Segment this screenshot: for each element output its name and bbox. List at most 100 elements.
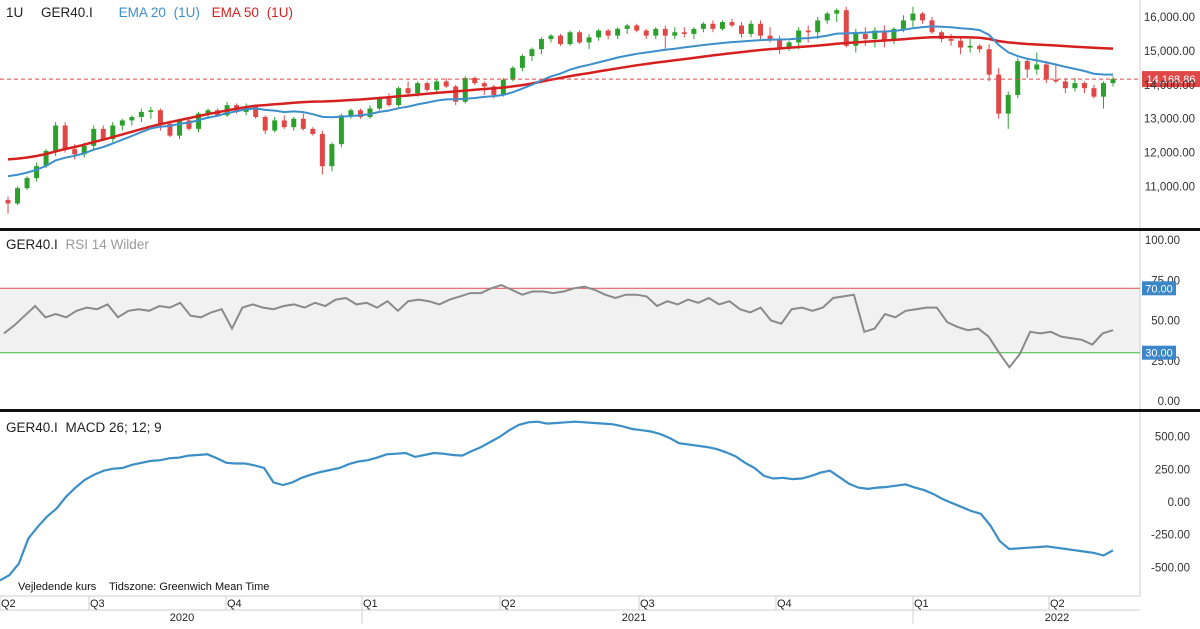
- candle[interactable]: [910, 6, 916, 28]
- ema20-param[interactable]: (1U): [173, 5, 200, 20]
- candle[interactable]: [110, 122, 116, 143]
- candle[interactable]: [443, 78, 449, 89]
- candle[interactable]: [748, 20, 754, 38]
- candle[interactable]: [834, 8, 840, 23]
- candle[interactable]: [529, 47, 535, 62]
- candle[interactable]: [634, 23, 640, 33]
- candle[interactable]: [653, 27, 659, 40]
- candle[interactable]: [815, 17, 821, 40]
- candle[interactable]: [34, 162, 40, 182]
- candle[interactable]: [881, 25, 887, 48]
- candle[interactable]: [605, 28, 611, 40]
- candle[interactable]: [357, 108, 363, 119]
- candle[interactable]: [615, 27, 621, 40]
- candle[interactable]: [1100, 81, 1106, 109]
- candle[interactable]: [338, 113, 344, 148]
- candle[interactable]: [719, 20, 725, 31]
- candle[interactable]: [1005, 91, 1011, 129]
- candle[interactable]: [624, 23, 630, 34]
- candle[interactable]: [548, 33, 554, 43]
- candle[interactable]: [919, 11, 925, 24]
- candle[interactable]: [119, 118, 125, 131]
- candle[interactable]: [558, 33, 563, 46]
- candle[interactable]: [281, 115, 287, 129]
- ema50-line[interactable]: [7, 35, 1114, 161]
- candle[interactable]: [1081, 81, 1087, 94]
- candle[interactable]: [329, 142, 335, 172]
- candle[interactable]: [710, 20, 716, 33]
- candle[interactable]: [519, 54, 525, 72]
- candle[interactable]: [738, 22, 744, 38]
- candle[interactable]: [129, 115, 135, 126]
- rsi-study-label[interactable]: RSI 14 Wilder: [65, 237, 149, 252]
- rsi-line[interactable]: [3, 284, 1114, 369]
- rsi-symbol-label[interactable]: GER40.I: [6, 237, 58, 252]
- macd-symbol-label[interactable]: GER40.I: [6, 420, 58, 435]
- candle[interactable]: [1091, 84, 1097, 99]
- candle[interactable]: [986, 44, 992, 82]
- candle[interactable]: [300, 113, 306, 131]
- candle[interactable]: [310, 127, 316, 136]
- candle[interactable]: [843, 6, 849, 48]
- candle[interactable]: [786, 40, 792, 51]
- ema50-label[interactable]: EMA 50: [211, 5, 259, 20]
- candle[interactable]: [1062, 78, 1068, 94]
- candle[interactable]: [996, 67, 1002, 119]
- candle[interactable]: [872, 27, 878, 48]
- candle[interactable]: [1034, 52, 1040, 75]
- candle[interactable]: [596, 28, 602, 41]
- candle[interactable]: [577, 30, 583, 45]
- candle[interactable]: [662, 25, 668, 50]
- candle[interactable]: [643, 28, 649, 40]
- candle[interactable]: [805, 25, 811, 43]
- candle[interactable]: [262, 115, 268, 134]
- candle[interactable]: [291, 117, 297, 131]
- candle[interactable]: [758, 20, 764, 40]
- candle[interactable]: [5, 196, 11, 214]
- candle[interactable]: [958, 37, 964, 55]
- macd-line[interactable]: [0, 420, 1114, 582]
- candle[interactable]: [967, 39, 973, 53]
- candle[interactable]: [424, 81, 430, 92]
- candle[interactable]: [729, 18, 735, 28]
- candle[interactable]: [538, 37, 544, 55]
- ema20-line[interactable]: [7, 25, 1114, 178]
- symbol-label[interactable]: GER40.I: [41, 5, 93, 20]
- candle[interactable]: [434, 79, 440, 92]
- candle[interactable]: [367, 105, 373, 119]
- interval-label[interactable]: 1U: [6, 5, 24, 20]
- ema20-label[interactable]: EMA 20: [118, 5, 166, 20]
- candle[interactable]: [24, 176, 30, 190]
- candle[interactable]: [405, 81, 411, 95]
- candle[interactable]: [567, 30, 573, 46]
- candle[interactable]: [681, 27, 687, 38]
- candle[interactable]: [672, 27, 678, 40]
- candle[interactable]: [453, 84, 459, 106]
- candle[interactable]: [272, 117, 278, 133]
- candle[interactable]: [100, 125, 106, 141]
- candle[interactable]: [1015, 57, 1021, 99]
- candle[interactable]: [977, 44, 983, 53]
- candle[interactable]: [319, 130, 325, 175]
- candle[interactable]: [138, 108, 144, 123]
- candle[interactable]: [691, 27, 697, 40]
- candle[interactable]: [1024, 57, 1030, 79]
- candle[interactable]: [1072, 78, 1078, 92]
- candle[interactable]: [1053, 64, 1059, 84]
- candle[interactable]: [586, 33, 592, 50]
- candle[interactable]: [386, 93, 392, 107]
- macd-study-label[interactable]: MACD 26; 12; 9: [65, 420, 162, 435]
- ema50-param[interactable]: (1U): [266, 5, 293, 20]
- candle[interactable]: [348, 108, 354, 119]
- candle[interactable]: [15, 186, 21, 206]
- candle[interactable]: [91, 125, 97, 150]
- candle[interactable]: [472, 76, 478, 85]
- candle[interactable]: [148, 106, 154, 119]
- candle[interactable]: [62, 122, 68, 153]
- candle[interactable]: [700, 22, 706, 33]
- candle[interactable]: [1110, 76, 1116, 87]
- candle[interactable]: [176, 118, 182, 140]
- candle[interactable]: [824, 11, 830, 24]
